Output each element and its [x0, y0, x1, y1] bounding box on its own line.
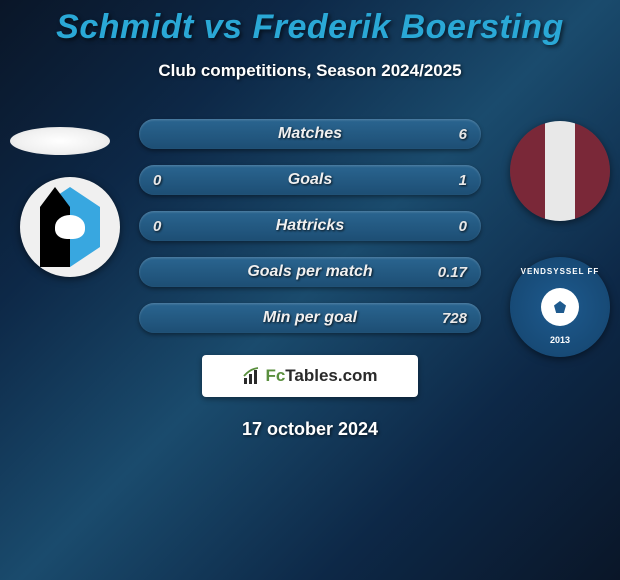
stat-label: Min per goal	[263, 309, 357, 327]
date-label: 17 october 2024	[0, 419, 620, 440]
stat-label: Hattricks	[276, 217, 344, 235]
subtitle: Club competitions, Season 2024/2025	[0, 61, 620, 81]
club-right-name: VENDSYSSEL FF	[510, 267, 610, 276]
stat-left-value: 0	[153, 172, 161, 189]
stat-label: Goals	[288, 171, 332, 189]
footer-brand-accent: Fc	[265, 366, 285, 385]
page-title: Schmidt vs Frederik Boersting	[0, 8, 620, 47]
footer-badge[interactable]: FcTables.com	[202, 355, 418, 397]
stat-bar: Matches 6	[139, 119, 481, 149]
stat-bar: 0 Hattricks 0	[139, 211, 481, 241]
stat-right-value: 0	[459, 218, 467, 235]
footer-brand-rest: Tables.com	[285, 366, 377, 385]
stat-label: Matches	[278, 125, 342, 143]
club-right-year: 2013	[510, 335, 610, 345]
stat-bar: Min per goal 728	[139, 303, 481, 333]
club-left-logo	[20, 177, 120, 277]
player-left-avatar	[10, 127, 110, 155]
swan-icon	[55, 215, 85, 239]
stat-right-value: 6	[459, 126, 467, 143]
stat-bars: Matches 6 0 Goals 1 0 Hattricks 0 Goals per matc…	[139, 119, 481, 333]
stat-label: Goals per match	[247, 263, 372, 281]
comparison-card: Schmidt vs Frederik Boersting Club compe…	[0, 0, 620, 440]
stat-left-value: 0	[153, 218, 161, 235]
stat-right-value: 728	[442, 310, 467, 327]
chart-icon	[242, 367, 262, 385]
stat-bar: 0 Goals 1	[139, 165, 481, 195]
stat-bar: Goals per match 0.17	[139, 257, 481, 287]
ball-icon	[541, 288, 579, 326]
stats-area: VENDSYSSEL FF 2013 Matches60Goals10Hattr…	[0, 119, 620, 333]
stat-right-value: 1	[459, 172, 467, 189]
player-right-avatar	[510, 121, 610, 221]
club-right-logo: VENDSYSSEL FF 2013	[510, 257, 610, 357]
footer-brand: FcTables.com	[265, 366, 377, 386]
stat-right-value: 0.17	[438, 264, 467, 281]
